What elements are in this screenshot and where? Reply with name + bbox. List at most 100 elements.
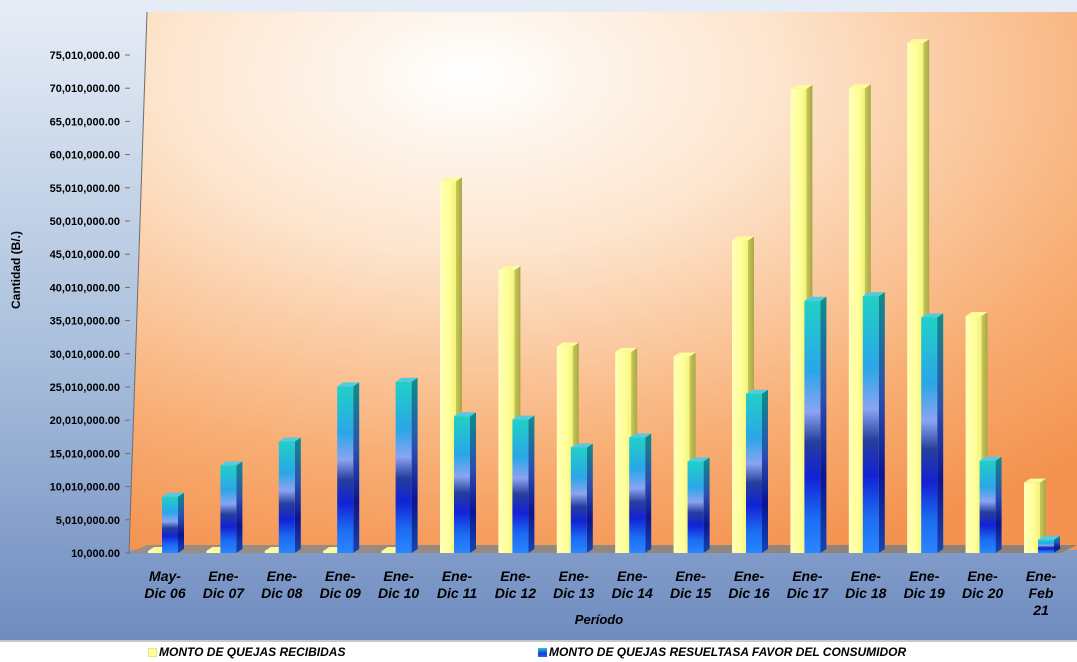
x-tick-label: Ene-Dic 19 <box>904 568 945 601</box>
bar-resolved-top <box>921 313 944 318</box>
chart-svg: 10,000.00 5,010,000.00 10,010,000.00 15,010… <box>0 0 1077 640</box>
x-tick-label-line: Dic 18 <box>845 585 886 601</box>
bar-resolved-top <box>746 389 768 394</box>
bar-resolved-front <box>220 465 237 553</box>
legend-swatch-resolved <box>538 648 547 657</box>
bar-received-top <box>673 352 696 357</box>
x-tick-label: Ene-Dic 18 <box>845 568 886 601</box>
y-tick-label: 60,010,000.00 <box>50 150 120 162</box>
bar-resolved-top <box>862 292 885 297</box>
x-tick-label-line: Ene- <box>500 568 531 584</box>
x-tick-label-line: Ene- <box>559 568 590 584</box>
x-tick-label-line: Ene- <box>792 568 823 584</box>
x-tick-label-line: Ene- <box>325 568 356 584</box>
x-tick-label-line: Dic 19 <box>904 585 945 601</box>
x-tick-label-line: Ene- <box>734 568 765 584</box>
bar-resolved <box>278 437 301 553</box>
bar-resolved-side <box>528 415 535 553</box>
x-tick-label: Ene-Dic 07 <box>203 568 245 601</box>
bar-resolved-side <box>1054 535 1060 553</box>
bar-received-front <box>673 356 690 553</box>
bar-resolved-side <box>236 461 243 553</box>
bar-received-top <box>907 39 930 44</box>
y-tick-label: 45,010,000.00 <box>50 249 120 261</box>
bar-received-top <box>615 347 638 352</box>
y-tick-label: 65,010,000.00 <box>50 116 120 128</box>
bar-resolved-front <box>862 296 879 553</box>
bar-received-top <box>556 342 579 347</box>
bar-resolved-side <box>762 389 768 553</box>
bar-resolved-side <box>820 296 827 553</box>
x-tick-label-line: May- <box>149 568 181 584</box>
legend: MONTO DE QUEJAS RECIBIDAS MONTO DE QUEJA… <box>0 640 1077 662</box>
bar-resolved-side <box>470 412 476 553</box>
bar-resolved <box>220 461 243 553</box>
bar-resolved <box>862 292 885 553</box>
legend-swatch-received <box>148 648 157 657</box>
bar-resolved-top <box>1038 535 1060 540</box>
x-tick-label: Ene-Dic 10 <box>378 568 419 601</box>
x-tick-label-line: Ene- <box>909 568 940 584</box>
bar-resolved <box>337 382 360 553</box>
bar-resolved-side <box>411 377 418 553</box>
bar-received <box>1024 478 1046 553</box>
bar-resolved-side <box>937 313 944 553</box>
bar-resolved-top <box>979 456 1002 461</box>
x-tick-label: Ene-Dic 08 <box>261 568 302 601</box>
bar-received-front <box>615 351 632 553</box>
y-tick-label: 35,010,000.00 <box>50 316 120 328</box>
bar-resolved <box>454 412 476 553</box>
x-tick-label-line: Dic 20 <box>962 585 1003 601</box>
bar-received-front <box>848 88 865 553</box>
x-tick-label: Ene-Dic 14 <box>612 568 653 601</box>
legend-item-resolved: MONTO DE QUEJAS RESUELTASA FAVOR DEL CON… <box>538 645 906 659</box>
bar-received-top <box>732 236 754 241</box>
x-tick-label-line: 21 <box>1032 602 1049 618</box>
bar-received-front <box>907 43 924 553</box>
bar-resolved-top <box>220 461 243 466</box>
bar-resolved <box>570 443 593 553</box>
x-tick-label-line: Dic 10 <box>378 585 419 601</box>
bar-resolved-front <box>979 460 996 553</box>
bar-received-top <box>1024 478 1046 483</box>
bar-resolved-top <box>804 296 827 301</box>
bar-resolved-front <box>337 386 354 553</box>
bar-resolved-top <box>629 433 652 438</box>
y-tick-label: 20,010,000.00 <box>50 415 120 427</box>
y-tick-label: 75,010,000.00 <box>50 50 120 62</box>
x-tick-label: Ene-Dic 09 <box>320 568 361 601</box>
legend-item-received: MONTO DE QUEJAS RECIBIDAS <box>148 645 345 659</box>
y-axis-ticks: 10,000.00 5,010,000.00 10,010,000.00 15,010… <box>50 50 130 560</box>
bar-resolved <box>921 313 944 553</box>
bar-received-front <box>323 551 340 553</box>
x-tick-label-line: Ene- <box>442 568 473 584</box>
bar-resolved <box>395 377 418 553</box>
x-tick-label-line: Dic 12 <box>495 585 536 601</box>
x-tick-label-line: Dic 08 <box>261 585 302 601</box>
bar-resolved-front <box>687 461 704 553</box>
x-tick-label: Ene-Dic 11 <box>437 568 477 601</box>
x-tick-label-line: Dic 11 <box>437 585 477 601</box>
x-tick-label: Ene-Dic 20 <box>962 568 1003 601</box>
x-tick-label-line: Feb <box>1029 585 1054 601</box>
x-tick-label-line: Dic 16 <box>728 585 769 601</box>
x-tick-label: Ene-Feb 21 <box>1026 568 1057 618</box>
x-tick-label: Ene-Dic 16 <box>728 568 769 601</box>
bar-received-front <box>148 551 164 553</box>
bar-resolved-front <box>512 419 529 553</box>
bar-received-front <box>264 551 281 553</box>
y-tick-label: 5,010,000.00 <box>56 515 120 527</box>
bars <box>148 39 1060 554</box>
bar-resolved-top <box>512 415 535 420</box>
bar-resolved-front <box>395 381 412 553</box>
x-tick-label: Ene-Dic 15 <box>670 568 711 601</box>
bar-resolved-side <box>353 382 360 553</box>
bar-resolved-side <box>878 292 885 553</box>
bar-received-top <box>965 312 988 317</box>
x-tick-label-line: Ene- <box>208 568 239 584</box>
bar-resolved <box>804 296 827 553</box>
bar-received-front <box>556 346 573 553</box>
x-tick-label-line: Dic 06 <box>144 585 185 601</box>
y-tick-label: 50,010,000.00 <box>50 216 120 228</box>
